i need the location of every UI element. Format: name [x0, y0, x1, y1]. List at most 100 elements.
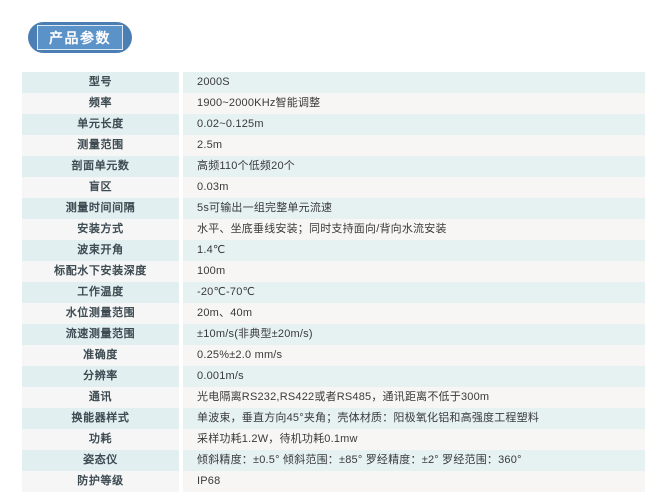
spec-label-text: 标配水下安装深度: [54, 265, 147, 277]
spec-value-text: 2.5m: [197, 139, 223, 151]
spec-value-text: 20m、40m: [197, 307, 253, 319]
spec-value-text: 高频110个低频20个: [197, 160, 295, 172]
column-divider: [179, 240, 183, 261]
spec-label-text: 剖面单元数: [71, 160, 130, 172]
column-divider: [179, 198, 183, 219]
spec-value-cell: 采样功耗1.2W，待机功耗0.1mw: [183, 429, 645, 450]
spec-label-cell: 姿态仪: [22, 450, 179, 471]
table-row: 工作温度 -20℃-70℃: [22, 282, 645, 303]
badge-pill-outer: 产品参数: [28, 22, 132, 53]
table-row: 标配水下安装深度 100m: [22, 261, 645, 282]
spec-value-cell: 1.4℃: [183, 240, 645, 261]
page-title-badge: 产品参数: [28, 22, 132, 53]
spec-label-cell: 型号: [22, 72, 179, 93]
column-divider: [179, 219, 183, 240]
spec-value-cell: 水平、坐底垂线安装；同时支持面向/背向水流安装: [183, 219, 645, 240]
spec-label-cell: 剖面单元数: [22, 156, 179, 177]
spec-value-text: 1.4℃: [197, 244, 226, 256]
table-row: 测量范围 2.5m: [22, 135, 645, 156]
spec-label-text: 流速测量范围: [65, 328, 136, 340]
column-divider: [179, 93, 183, 114]
column-divider: [179, 156, 183, 177]
spec-label-text: 盲区: [88, 181, 113, 193]
spec-label-cell: 通讯: [22, 387, 179, 408]
spec-label-text: 水位测量范围: [65, 307, 136, 319]
spec-label-text: 单元长度: [77, 118, 124, 130]
spec-label-text: 换能器样式: [71, 412, 130, 424]
spec-value-cell: 20m、40m: [183, 303, 645, 324]
spec-label-text: 姿态仪: [83, 454, 118, 466]
spec-label-text: 测量范围: [77, 139, 124, 151]
spec-value-cell: 高频110个低频20个: [183, 156, 645, 177]
spec-label-text: 安装方式: [77, 223, 124, 235]
spec-value-text: 0.02~0.125m: [197, 118, 264, 130]
spec-value-cell: 100m: [183, 261, 645, 282]
spec-label-text: 通讯: [88, 391, 113, 403]
spec-label-cell: 盲区: [22, 177, 179, 198]
spec-value-cell: -20℃-70℃: [183, 282, 645, 303]
table-row: 盲区 0.03m: [22, 177, 645, 198]
table-row: 流速测量范围 ±10m/s(非典型±20m/s): [22, 324, 645, 345]
spec-label-text: 型号: [88, 76, 113, 88]
spec-value-text: 0.25%±2.0 mm/s: [197, 349, 283, 361]
spec-value-cell: 0.03m: [183, 177, 645, 198]
table-row: 安装方式 水平、坐底垂线安装；同时支持面向/背向水流安装: [22, 219, 645, 240]
spec-label-cell: 换能器样式: [22, 408, 179, 429]
spec-value-cell: 0.001m/s: [183, 366, 645, 387]
column-divider: [179, 345, 183, 366]
column-divider: [179, 282, 183, 303]
table-row: 姿态仪 倾斜精度：±0.5° 倾斜范围：±85° 罗经精度：±2° 罗经范围：36…: [22, 450, 645, 471]
spec-label-cell: 水位测量范围: [22, 303, 179, 324]
column-divider: [179, 324, 183, 345]
spec-label-cell: 安装方式: [22, 219, 179, 240]
spec-value-text: 采样功耗1.2W，待机功耗0.1mw: [197, 433, 358, 445]
spec-label-text: 波束开角: [77, 244, 124, 256]
table-row: 频率 1900~2000KHz智能调整: [22, 93, 645, 114]
spec-label-text: 准确度: [83, 349, 118, 361]
spec-value-text: 光电隔离RS232,RS422或者RS485，通讯距离不低于300m: [197, 391, 490, 403]
spec-label-cell: 防护等级: [22, 471, 179, 492]
spec-label-text: 工作温度: [77, 286, 124, 298]
spec-label-cell: 单元长度: [22, 114, 179, 135]
spec-value-text: 0.001m/s: [197, 370, 244, 382]
spec-value-text: 1900~2000KHz智能调整: [197, 97, 321, 109]
spec-label-cell: 频率: [22, 93, 179, 114]
column-divider: [179, 471, 183, 492]
column-divider: [179, 114, 183, 135]
spec-label-cell: 功耗: [22, 429, 179, 450]
spec-value-cell: 光电隔离RS232,RS422或者RS485，通讯距离不低于300m: [183, 387, 645, 408]
spec-value-text: 100m: [197, 265, 226, 277]
spec-label-cell: 分辨率: [22, 366, 179, 387]
spec-value-text: 5s可输出一组完整单元流速: [197, 202, 333, 214]
table-row: 测量时间间隔 5s可输出一组完整单元流速: [22, 198, 645, 219]
column-divider: [179, 135, 183, 156]
spec-label-text: 防护等级: [77, 475, 124, 487]
spec-value-text: -20℃-70℃: [197, 286, 256, 298]
table-row: 准确度 0.25%±2.0 mm/s: [22, 345, 645, 366]
table-row: 剖面单元数 高频110个低频20个: [22, 156, 645, 177]
spec-label-text: 测量时间间隔: [65, 202, 136, 214]
spec-value-cell: 0.25%±2.0 mm/s: [183, 345, 645, 366]
spec-value-text: ±10m/s(非典型±20m/s): [197, 328, 313, 340]
spec-value-cell: 单波束，垂直方向45°夹角；壳体材质：阳极氧化铝和高强度工程塑料: [183, 408, 645, 429]
spec-label-cell: 标配水下安装深度: [22, 261, 179, 282]
spec-value-cell: 倾斜精度：±0.5° 倾斜范围：±85° 罗经精度：±2° 罗经范围：360°: [183, 450, 645, 471]
spec-label-cell: 工作温度: [22, 282, 179, 303]
spec-value-text: 0.03m: [197, 181, 229, 193]
table-row: 换能器样式 单波束，垂直方向45°夹角；壳体材质：阳极氧化铝和高强度工程塑料: [22, 408, 645, 429]
table-row: 波束开角 1.4℃: [22, 240, 645, 261]
spec-value-cell: 5s可输出一组完整单元流速: [183, 198, 645, 219]
column-divider: [179, 450, 183, 471]
table-row: 型号 2000S: [22, 72, 645, 93]
spec-label-cell: 测量时间间隔: [22, 198, 179, 219]
spec-label-text: 频率: [88, 97, 113, 109]
spec-value-text: 2000S: [197, 76, 230, 88]
product-spec-table: 型号 2000S 频率 1900~2000KHz智能调整单元长度 0.02~0.125m…: [22, 72, 645, 492]
column-divider: [179, 429, 183, 450]
column-divider: [179, 177, 183, 198]
spec-value-cell: 2.5m: [183, 135, 645, 156]
table-row: 水位测量范围 20m、40m: [22, 303, 645, 324]
column-divider: [179, 408, 183, 429]
spec-label-cell: 波束开角: [22, 240, 179, 261]
spec-value-cell: 1900~2000KHz智能调整: [183, 93, 645, 114]
